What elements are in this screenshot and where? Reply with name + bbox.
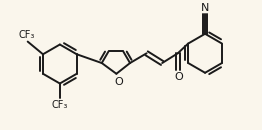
Text: CF₃: CF₃: [19, 30, 35, 40]
Text: CF₃: CF₃: [52, 100, 68, 110]
Text: O: O: [174, 72, 183, 82]
Text: O: O: [114, 77, 123, 87]
Text: N: N: [201, 3, 209, 13]
